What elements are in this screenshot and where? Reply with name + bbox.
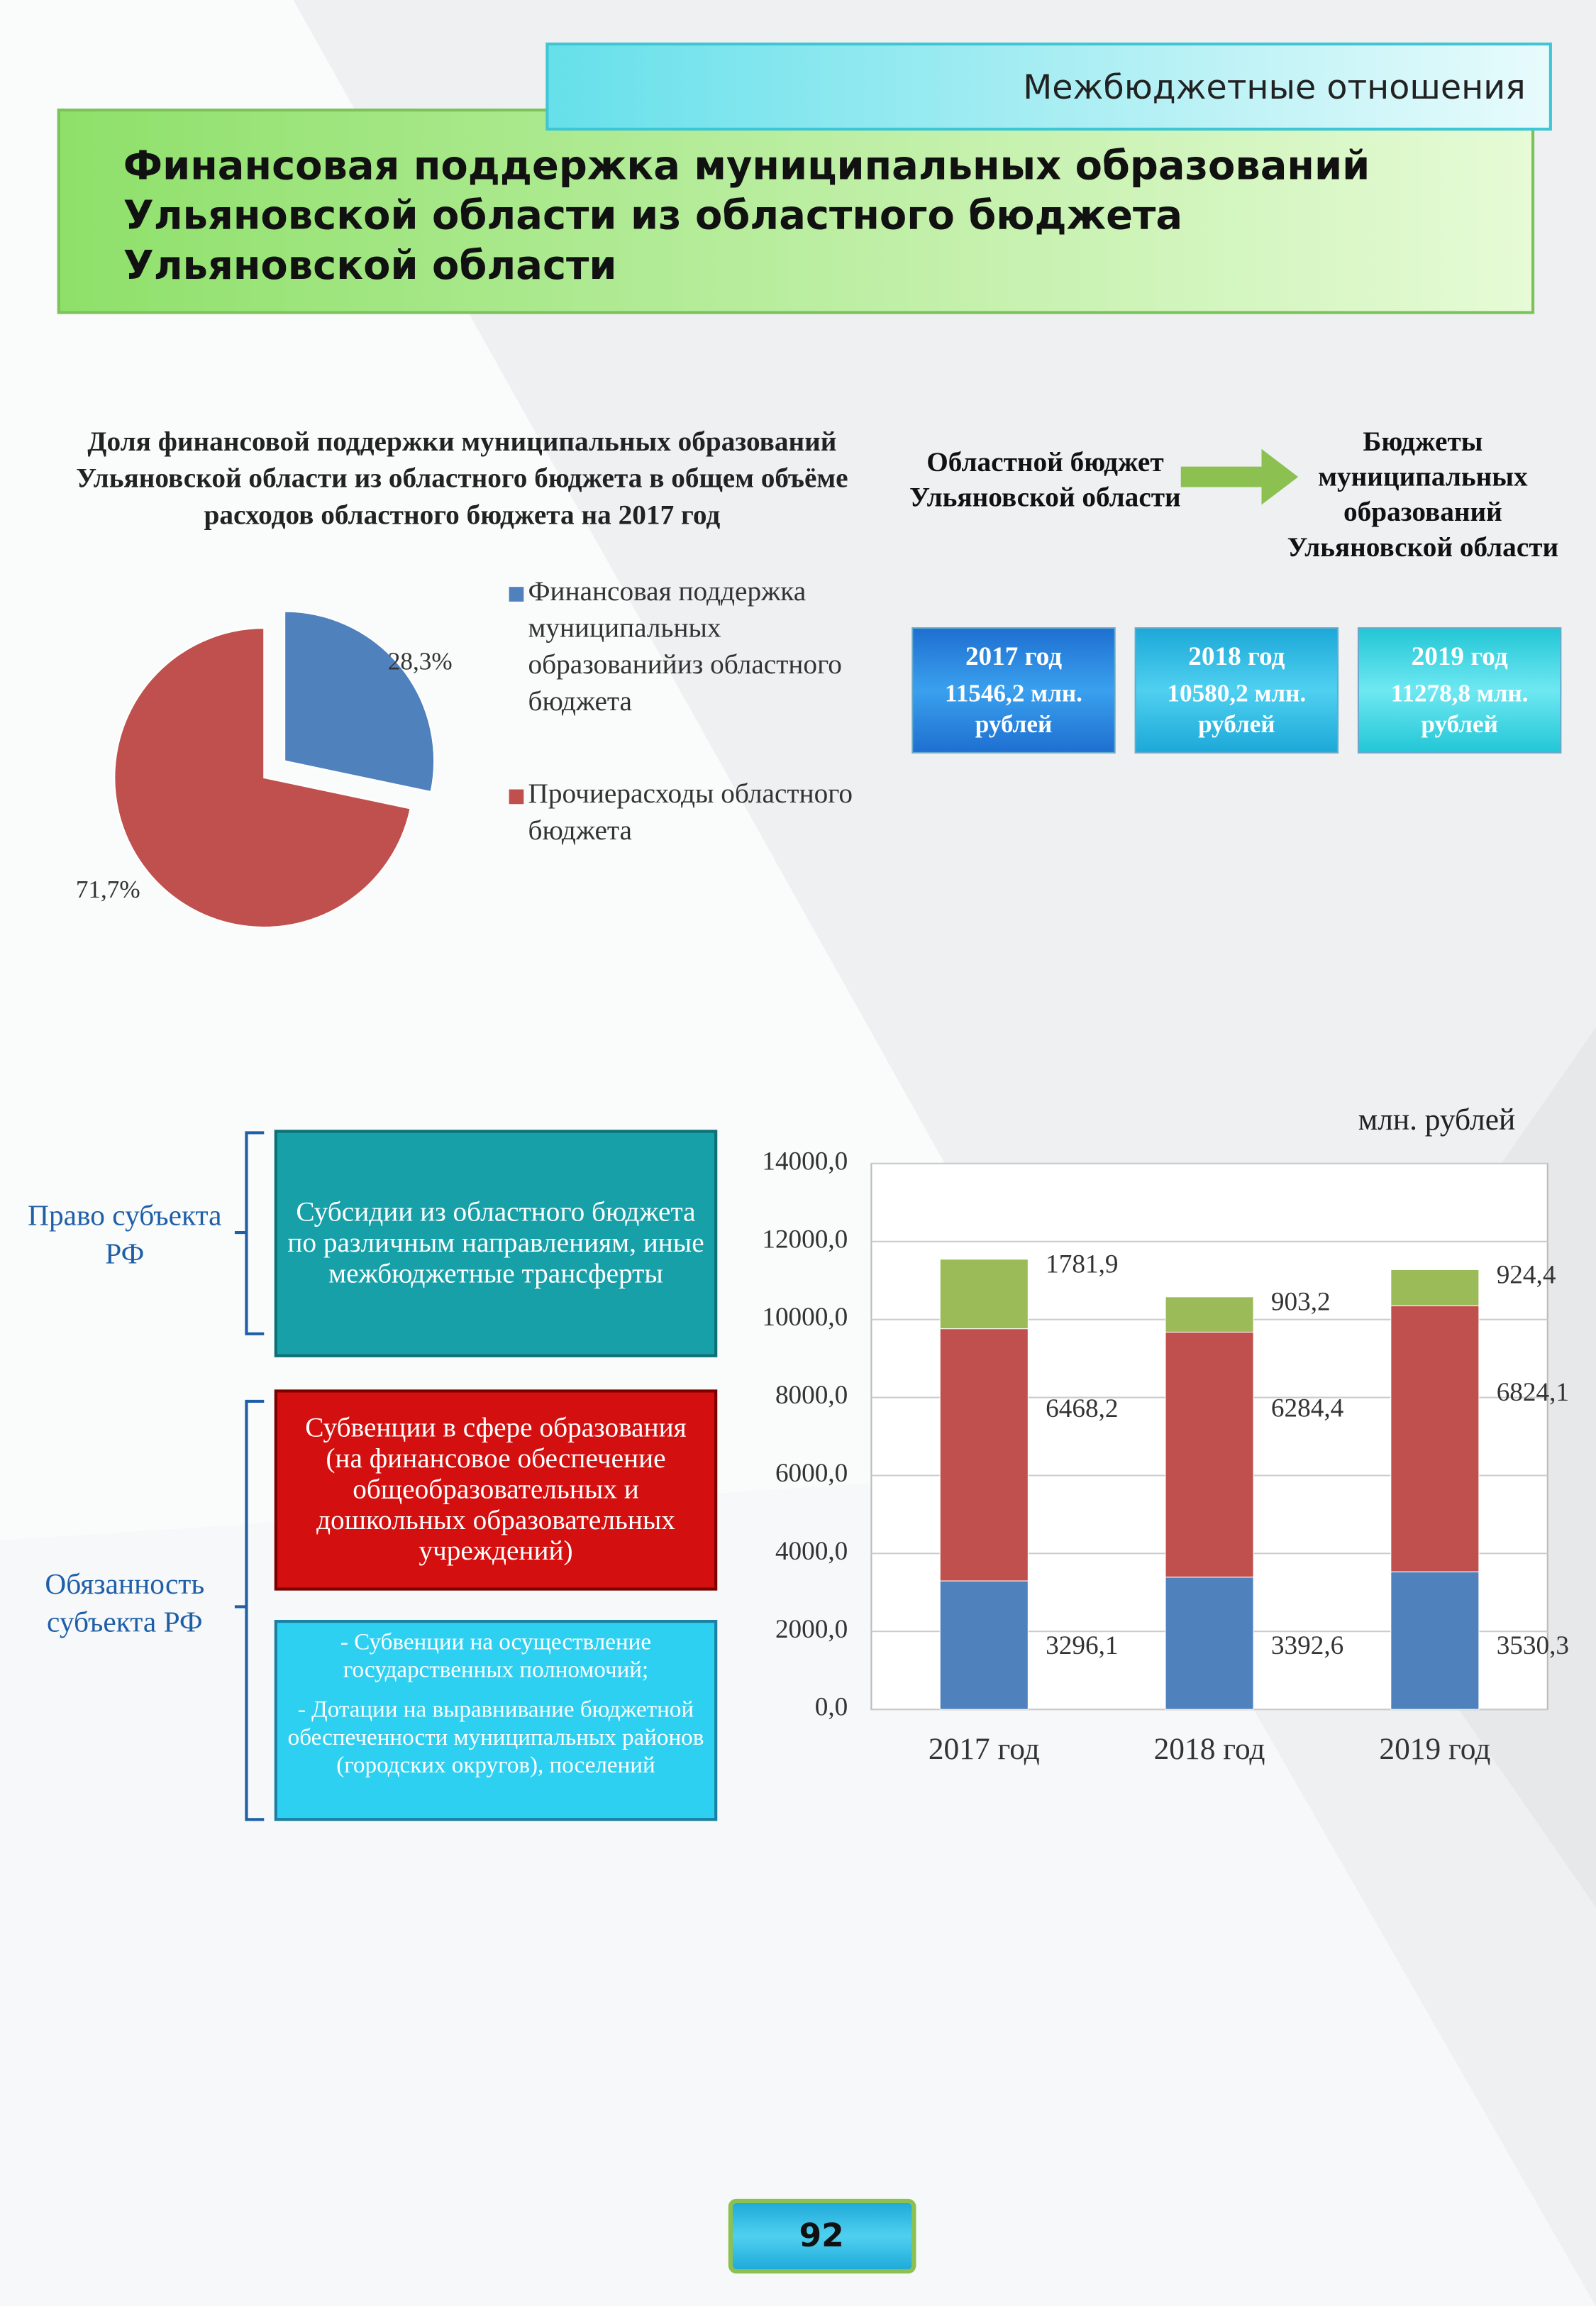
y-tick-label: 10000,0 — [762, 1303, 848, 1332]
data-label: 924,4 — [1497, 1260, 1556, 1289]
duties-box-fo: Субвенции в сфере образования (на финанс… — [305, 1413, 687, 1567]
pie-label: 71,7% — [76, 876, 140, 903]
title-fo: Финансовая поддержка муниципальных образ… — [123, 143, 1370, 289]
data-label: 3296,1 — [1046, 1631, 1118, 1660]
legend-entry: Прочиерасходы областного бюджета — [528, 779, 853, 847]
rights-box-text: Субсидии из областного бюджета по различ… — [287, 1197, 704, 1290]
duties-label: Обязанность субъекта РФ — [45, 1568, 205, 1639]
duties-box — [274, 1389, 718, 1591]
rights-box — [274, 1130, 718, 1357]
legend-swatch — [509, 789, 524, 805]
data-label: 6468,2 — [1046, 1394, 1118, 1423]
pie-slice — [113, 627, 411, 928]
pie-slice — [284, 610, 436, 793]
y-tick-label: 2000,0 — [775, 1615, 848, 1644]
y-tick-label: 12000,0 — [762, 1225, 848, 1254]
page-title: Финансовая поддержка муниципальных образ… — [123, 143, 1370, 289]
y-tick-label: 8000,0 — [775, 1381, 848, 1410]
legend-entry: Финансовая поддержка муниципальных образ… — [528, 576, 842, 718]
y-tick-label: 0,0 — [815, 1693, 848, 1722]
legend-fo: Прочиерасходы областного бюджета — [528, 779, 853, 847]
budget-box — [1357, 627, 1562, 754]
rights-fo: Право субъекта РФ — [28, 1200, 222, 1271]
bar-segment — [939, 1580, 1029, 1710]
flow-fo: Областной бюджет Ульяновской области — [909, 447, 1181, 514]
x-tick-label: 2019 год — [1379, 1732, 1490, 1766]
flow-to: Бюджеты муниципальных образований Ульяно… — [1287, 426, 1559, 564]
bar-chart: 0,0 2000,0 4000,0 6000,0 8000,0 10000,0 12000,… — [762, 1147, 1569, 1766]
y-tick-label: 4000,0 — [775, 1537, 848, 1566]
flow-from: Областной бюджет Ульяновской области — [909, 447, 1181, 514]
legend-swatch — [509, 587, 524, 602]
page-number: 92 — [799, 2217, 843, 2254]
bar-segment — [939, 1259, 1029, 1330]
y-tick-label: 14000,0 — [762, 1147, 848, 1176]
data-label: 1781,9 — [1046, 1250, 1118, 1279]
pie-label: 28,3% — [388, 647, 453, 675]
duties-list-box — [274, 1620, 718, 1821]
title-box — [57, 109, 1535, 314]
bar-segment — [1165, 1331, 1254, 1578]
duties-item: - Дотации на выравнивание бюджетной обес… — [287, 1697, 704, 1779]
pie-title: Доля финансовой поддержки муниципальных … — [76, 426, 848, 531]
data-label: 6824,1 — [1497, 1378, 1569, 1407]
section-title: Межбюджетные отношения — [1023, 68, 1525, 107]
x-tick-label: 2017 год — [929, 1732, 1040, 1766]
budget-amount-fo: 11546,2 млн. рублей — [945, 679, 1082, 739]
bracket — [234, 1131, 265, 1335]
budget-amount-fo: 10580,2 млн. рублей — [1167, 679, 1307, 739]
data-label: 903,2 — [1271, 1288, 1331, 1317]
duties-list-fo: - Субвенции на осуществление государстве… — [282, 1628, 710, 1816]
data-label: 3530,3 — [1497, 1631, 1569, 1660]
duties-fo: Обязанность субъекта РФ — [45, 1568, 205, 1639]
bar-segment — [1390, 1571, 1480, 1710]
pie-chart: 28,3% Финансовая поддержка муниципальных … — [76, 576, 853, 928]
budget-boxes: 2017 год 11546,2 млн. рублей 2018 год 10580… — [911, 627, 1562, 754]
budget-year: 2019 год — [1412, 642, 1508, 671]
budget-box — [911, 627, 1116, 754]
budget-amount: 11546,2 млн. рублей — [945, 679, 1082, 739]
data-label: 3392,6 — [1271, 1631, 1343, 1660]
section-tab — [545, 42, 1552, 131]
pie-title-fo: Доля финансовой поддержки муниципальных … — [76, 426, 848, 531]
x-tick-label: 2018 год — [1154, 1732, 1265, 1766]
data-label: 6284,4 — [1271, 1394, 1344, 1423]
legend-fo: Финансовая поддержка муниципальных образ… — [528, 576, 842, 718]
budget-amount-fo: 11278,8 млн. рублей — [1390, 679, 1529, 739]
unit-label: млн. рублей — [1358, 1103, 1515, 1137]
rights-box-fo: Субсидии из областного бюджета по различ… — [287, 1197, 704, 1290]
bar-segment — [1165, 1577, 1254, 1710]
y-tick-label: 6000,0 — [775, 1459, 848, 1488]
duties-item: - Субвенции на осуществление государстве… — [340, 1630, 652, 1683]
page-number-box — [728, 2198, 916, 2274]
bar-segment — [939, 1328, 1029, 1582]
budget-box — [1134, 627, 1339, 754]
budget-year: 2017 год — [965, 642, 1062, 671]
duties-list: - Субвенции на осуществление государстве… — [282, 1628, 710, 1816]
rights-label: Право субъекта РФ — [28, 1200, 222, 1271]
budget-amount: 11278,8 млн. рублей — [1390, 679, 1529, 739]
budget-amount: 10580,2 млн. рублей — [1167, 679, 1307, 739]
bar-segment — [1390, 1269, 1480, 1306]
bracket — [234, 1399, 265, 1821]
flow-arrow — [1180, 448, 1299, 505]
flow-fo: Бюджеты муниципальных образований Ульяно… — [1287, 426, 1559, 564]
duties-box-text: Субвенции в сфере образования (на финанс… — [305, 1413, 687, 1567]
budget-year: 2018 год — [1188, 642, 1285, 671]
bar-segment — [1165, 1296, 1254, 1333]
bar-segment — [1390, 1305, 1480, 1572]
